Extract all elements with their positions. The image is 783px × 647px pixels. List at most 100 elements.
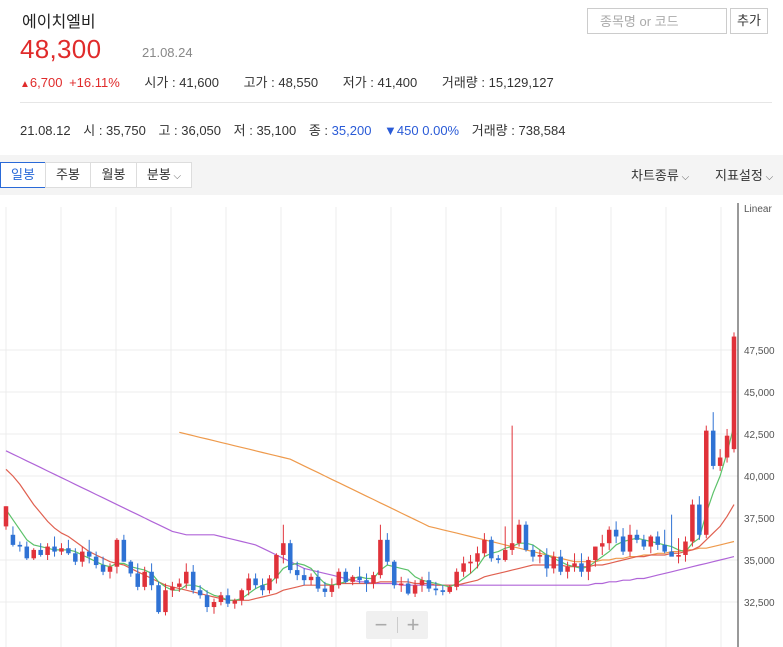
candle-body	[412, 585, 418, 594]
hover-high: 고 : 36,050	[158, 123, 222, 138]
candle-body	[52, 546, 57, 552]
zoom-divider	[397, 617, 398, 633]
candle-body	[218, 595, 224, 602]
candle-body	[648, 536, 654, 547]
hover-volume-label: 거래량	[471, 123, 508, 138]
divider	[20, 102, 772, 103]
add-button[interactable]: 추가	[730, 8, 768, 34]
tab-monthly[interactable]: 월봉	[90, 162, 137, 188]
zoom-out-icon[interactable]: −	[374, 612, 388, 637]
change-percent: +16.11%	[69, 75, 120, 90]
y-tick-label: 47,500	[744, 346, 775, 357]
indicator-settings-dropdown[interactable]: 지표설정 ⌵	[715, 165, 773, 184]
chevron-down-icon: ⌵	[170, 171, 182, 182]
hover-close-value: 35,200	[331, 123, 372, 138]
search-input[interactable]	[600, 14, 714, 29]
candle-body	[38, 549, 43, 555]
y-tick-label: 37,500	[744, 514, 775, 525]
candle-body	[530, 549, 536, 557]
candle-body	[690, 504, 695, 542]
candle-body	[3, 506, 9, 527]
candle-body	[357, 576, 362, 581]
candle-body	[336, 571, 342, 586]
hover-high-value: 36,050	[181, 123, 222, 138]
open-value: 41,600	[179, 75, 219, 90]
candle-body	[537, 554, 543, 557]
change-amount: 6,700	[29, 75, 63, 90]
candle-body	[364, 580, 369, 584]
tab-daily[interactable]: 일봉	[0, 162, 46, 188]
candle-body	[121, 539, 127, 562]
candle-body	[308, 576, 314, 581]
search-field[interactable]	[587, 8, 727, 34]
candle-body	[551, 556, 556, 569]
summary-row: ▲6,700 +16.11% 시가 : 41,600 고가 : 48,550 저…	[20, 72, 575, 91]
candle-body	[565, 566, 570, 572]
hover-open-value: 35,750	[106, 123, 146, 138]
ma20-line	[5, 468, 735, 601]
candle-body	[59, 548, 64, 552]
hover-open: 시 : 35,750	[83, 123, 146, 138]
candle-body	[440, 590, 446, 592]
candle-body	[378, 539, 383, 576]
candle-body	[163, 590, 168, 613]
candle-body	[426, 580, 432, 589]
candle-body	[544, 554, 550, 569]
hover-high-label: 고	[158, 123, 171, 138]
y-tick-label: 40,000	[744, 472, 775, 483]
candle-body	[489, 539, 494, 559]
stock-name: 에이치엘비	[22, 14, 96, 31]
candle-body	[454, 571, 459, 587]
candle-body	[253, 578, 258, 586]
candle-body	[197, 590, 203, 596]
candle-body	[135, 573, 140, 587]
candle-body	[274, 554, 279, 579]
candle-body	[600, 543, 605, 547]
low-price: 저가 : 41,400	[342, 75, 418, 90]
candle-body	[447, 586, 452, 592]
ma60-line	[5, 450, 735, 586]
candle-body	[73, 553, 78, 562]
candle-body	[343, 571, 348, 582]
y-tick-label: 45,000	[744, 388, 775, 399]
candle-body	[301, 575, 307, 581]
ma120-line	[179, 431, 735, 563]
candle-body	[190, 571, 196, 591]
indicator-label: 지표설정	[715, 168, 763, 183]
stock-header: 에이치엘비 48,300 21.08.24 추가 ▲6,700 +16.11% …	[0, 0, 783, 155]
candlestick-chart[interactable]: 32,500 35,000 37,500 40,000 42,500 45,000 47,5…	[0, 203, 783, 647]
candle-body	[704, 430, 709, 535]
open-label: 시가	[144, 75, 169, 90]
candle-body	[329, 585, 335, 592]
volume: 거래량 : 15,129,127	[441, 75, 554, 90]
candle-body	[204, 595, 210, 608]
ma5-line	[5, 425, 735, 601]
candle-body	[613, 529, 619, 537]
volume-value: 15,129,127	[488, 75, 554, 90]
candle-body	[482, 539, 487, 554]
down-arrow-icon: ▼	[384, 123, 397, 138]
candle-body	[662, 544, 667, 552]
candle-body	[80, 551, 85, 562]
zoom-controls: − +	[366, 611, 428, 639]
candle-body	[620, 536, 626, 552]
candle-body	[93, 556, 99, 566]
candle-body	[45, 546, 50, 555]
zoom-in-icon[interactable]: +	[406, 612, 420, 637]
chart-type-dropdown[interactable]: 차트종류 ⌵	[631, 165, 689, 184]
candle-body	[717, 457, 723, 466]
candle-body	[475, 553, 480, 562]
high-label: 고가	[243, 75, 268, 90]
candle-body	[683, 541, 688, 555]
hover-change: ▼450 0.00%	[384, 123, 459, 138]
high-price: 고가 : 48,550	[243, 75, 319, 90]
candle-body	[586, 560, 591, 572]
candle-body	[246, 578, 251, 591]
candle-body	[86, 551, 92, 557]
tab-weekly[interactable]: 주봉	[45, 162, 91, 188]
tab-minute[interactable]: 분봉 ⌵	[136, 162, 192, 188]
candle-body	[260, 585, 265, 591]
candle-body	[419, 580, 425, 586]
low-value: 41,400	[377, 75, 418, 90]
chart-toolbar: 일봉 주봉 월봉 분봉 ⌵ 차트종류 ⌵ 지표설정 ⌵	[0, 155, 783, 195]
